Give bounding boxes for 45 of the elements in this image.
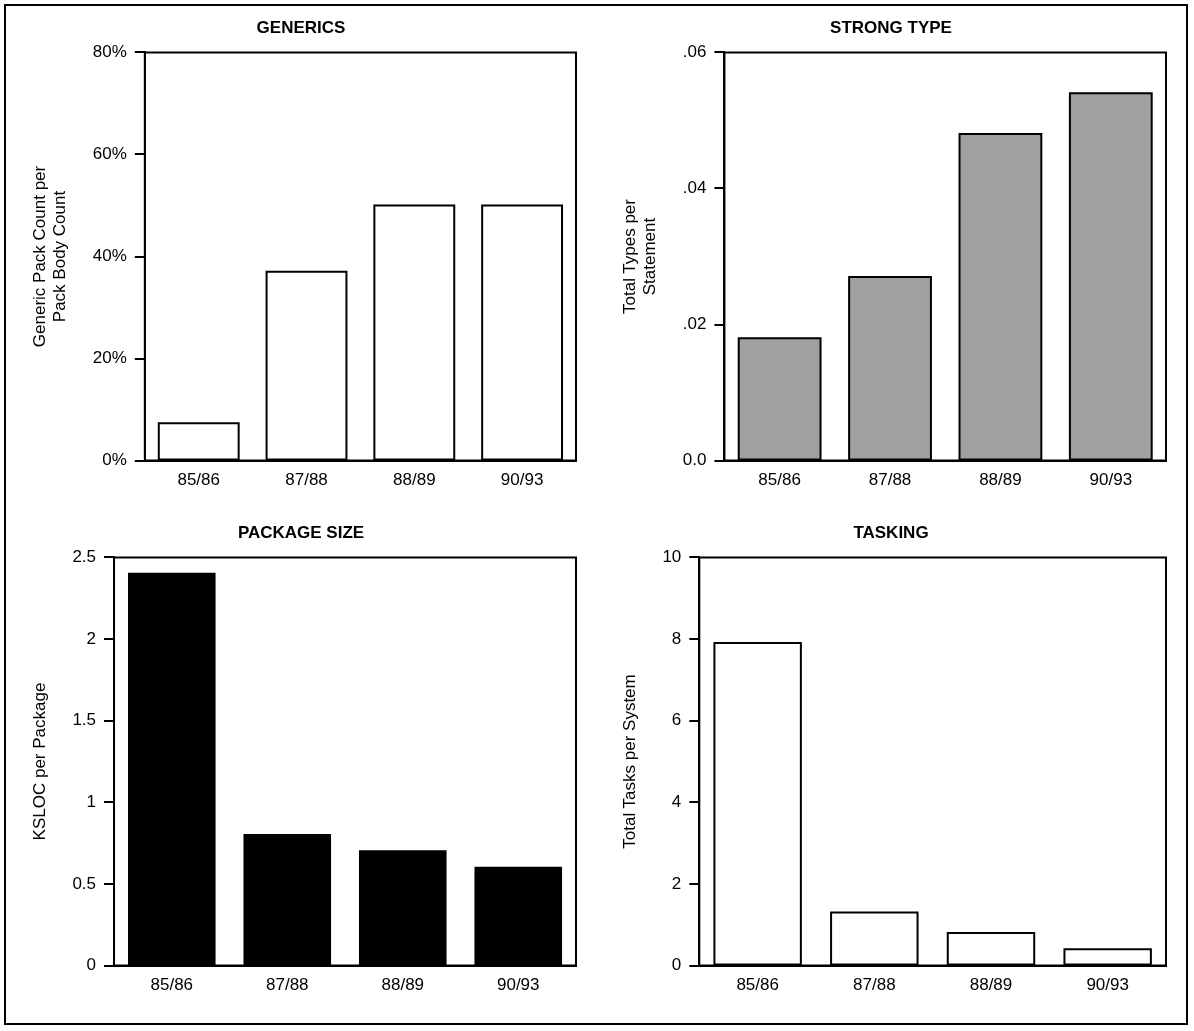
x-tick-label: 90/93 [1086, 975, 1129, 995]
x-tick-label: 88/89 [969, 975, 1013, 995]
x-tick-label: 90/93 [496, 975, 540, 995]
y-tick-label: 10 [662, 547, 682, 567]
y-tick-label: 2 [86, 628, 97, 648]
y-tick-label: 40% [92, 246, 127, 266]
y-tick-label: 2.5 [72, 547, 97, 567]
y-tick-label: .06 [682, 42, 707, 62]
y-tick-label: 0 [86, 955, 97, 975]
chart-title: GENERICS [256, 17, 346, 37]
y-tick-label: 4 [671, 792, 682, 812]
x-tick-label: 90/93 [1089, 470, 1133, 490]
y-axis-title: Total Tasks per System [619, 674, 639, 849]
y-tick-label: .02 [682, 314, 707, 334]
y-tick-label: 0 [671, 955, 682, 975]
x-tick-label: 85/86 [758, 470, 801, 490]
y-tick-label: .04 [682, 178, 707, 198]
chart-title: PACKAGE SIZE [237, 522, 365, 542]
x-tick-label: 87/88 [285, 470, 328, 490]
chart-title: STRONG TYPE [830, 17, 952, 37]
y-tick-label: 2 [671, 873, 682, 893]
x-tick-label: 90/93 [500, 470, 544, 490]
x-tick-label: 85/86 [736, 975, 779, 995]
y-tick-label: 1.5 [72, 710, 97, 730]
x-tick-label: 88/89 [979, 470, 1022, 490]
y-tick-label: 0% [102, 450, 127, 470]
y-tick-label: 20% [92, 348, 127, 368]
x-tick-label: 88/89 [381, 975, 425, 995]
y-tick-label: 0.5 [72, 873, 97, 893]
y-axis-title: Total Types per Statement [619, 198, 660, 314]
x-tick-label: 85/86 [150, 975, 194, 995]
x-tick-label: 88/89 [393, 470, 436, 490]
x-tick-label: 87/88 [853, 975, 896, 995]
x-tick-label: 87/88 [266, 975, 309, 995]
y-axis-title: Generic Pack Count per Pack Body Count [29, 165, 70, 348]
y-tick-label: 6 [671, 710, 682, 730]
x-tick-label: 87/88 [868, 470, 912, 490]
y-tick-label: 0.0 [682, 450, 707, 470]
y-tick-label: 80% [92, 42, 127, 62]
y-axis-title: KSLOC per Package [29, 682, 49, 841]
x-tick-label: 85/86 [177, 470, 220, 490]
y-tick-label: 60% [92, 144, 127, 164]
y-tick-label: 8 [671, 628, 682, 648]
chart-title: TASKING [853, 522, 929, 542]
y-tick-label: 1 [86, 792, 97, 812]
